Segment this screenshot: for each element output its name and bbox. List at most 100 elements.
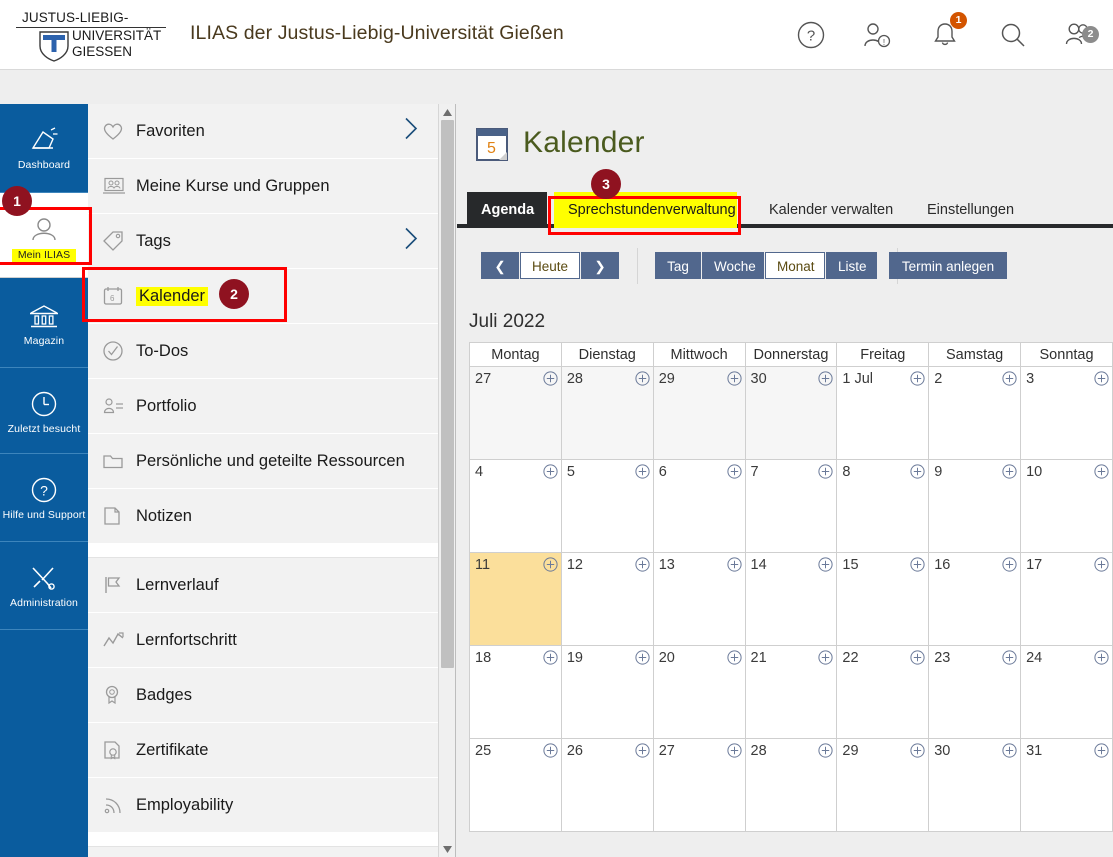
calendar-day-cell[interactable]: 10	[1020, 459, 1113, 553]
calendar-day-cell[interactable]: 1 Jul	[836, 366, 930, 460]
calendar-day-cell[interactable]: 28	[744, 738, 838, 832]
add-appointment-icon[interactable]	[1094, 464, 1109, 479]
add-appointment-icon[interactable]	[1002, 743, 1017, 758]
add-appointment-icon[interactable]	[1002, 371, 1017, 386]
add-appointment-icon[interactable]	[1002, 557, 1017, 572]
rail-item-dashboard[interactable]: Dashboard	[0, 104, 88, 193]
add-appointment-icon[interactable]	[910, 650, 925, 665]
add-appointment-icon[interactable]	[543, 650, 558, 665]
calendar-day-cell[interactable]: 25	[469, 738, 562, 832]
menu-item-kalender[interactable]: 6 Kalender	[88, 269, 455, 324]
menu-scrollbar[interactable]	[438, 104, 455, 857]
add-appointment-icon[interactable]	[726, 371, 742, 386]
calendar-day-cell[interactable]: 21	[744, 645, 838, 739]
calendar-day-cell[interactable]: 12	[560, 552, 654, 646]
add-appointment-icon[interactable]	[635, 371, 650, 386]
calendar-day-cell[interactable]: 2	[928, 366, 1022, 460]
add-appointment-icon[interactable]	[635, 464, 650, 479]
calendar-day-cell[interactable]: 15	[836, 552, 930, 646]
add-appointment-icon[interactable]	[543, 557, 558, 572]
calendar-day-cell[interactable]: 5	[560, 459, 654, 553]
tab-sprechstundenverwaltung[interactable]: Sprechstundenverwaltung	[554, 192, 737, 228]
add-appointment-icon[interactable]	[818, 650, 833, 665]
add-appointment-icon[interactable]	[1094, 650, 1109, 665]
rail-item-hilfe-und-support[interactable]: ? Hilfe und Support	[0, 454, 88, 542]
add-appointment-icon[interactable]	[1094, 371, 1109, 386]
add-appointment-icon[interactable]	[543, 464, 558, 479]
add-appointment-icon[interactable]	[635, 743, 650, 758]
tab-agenda[interactable]: Agenda	[467, 192, 547, 228]
contacts-icon[interactable]: 2	[1060, 14, 1102, 56]
view-liste-button[interactable]: Liste	[826, 252, 877, 279]
menu-item-employability[interactable]: Employability	[88, 778, 455, 833]
add-appointment-icon[interactable]	[726, 557, 742, 572]
add-appointment-icon[interactable]	[910, 371, 925, 386]
add-appointment-icon[interactable]	[1094, 743, 1109, 758]
rail-item-magazin[interactable]: Magazin	[0, 278, 88, 368]
calendar-day-cell[interactable]: 20	[652, 645, 746, 739]
add-appointment-icon[interactable]	[910, 464, 925, 479]
rail-item-administration[interactable]: Administration	[0, 542, 88, 630]
scroll-up-arrow[interactable]	[439, 104, 455, 120]
add-appointment-icon[interactable]	[1094, 557, 1109, 572]
search-icon[interactable]	[992, 14, 1034, 56]
add-appointment-icon[interactable]	[1002, 464, 1017, 479]
add-appointment-icon[interactable]	[543, 371, 558, 386]
add-appointment-icon[interactable]	[635, 650, 650, 665]
tab-kalender-verwalten[interactable]: Kalender verwalten	[769, 202, 894, 218]
menu-item-persoenliche-und-geteilte-ressourcen[interactable]: Persönliche und geteilte Ressourcen	[88, 434, 455, 489]
menu-item-badges[interactable]: Badges	[88, 668, 455, 723]
notifications-bell-icon[interactable]: 1	[924, 12, 967, 56]
next-period-button[interactable]: ❯	[581, 252, 619, 279]
create-appointment-button[interactable]: Termin anlegen	[889, 252, 1007, 279]
calendar-day-cell[interactable]: 8	[836, 459, 930, 553]
add-appointment-icon[interactable]	[726, 464, 742, 479]
add-appointment-icon[interactable]	[1002, 650, 1017, 665]
calendar-day-cell[interactable]: 6	[652, 459, 746, 553]
calendar-day-cell[interactable]: 28	[560, 366, 654, 460]
add-appointment-icon[interactable]	[726, 743, 742, 758]
calendar-day-cell[interactable]: 29	[652, 366, 746, 460]
user-info-icon[interactable]: !	[856, 14, 898, 56]
calendar-day-cell[interactable]: 27	[469, 366, 562, 460]
calendar-day-cell[interactable]: 30	[928, 738, 1022, 832]
add-appointment-icon[interactable]	[818, 371, 833, 386]
calendar-day-cell[interactable]: 29	[836, 738, 930, 832]
menu-item-tags[interactable]: Tags	[88, 214, 455, 269]
calendar-day-cell[interactable]: 19	[560, 645, 654, 739]
menu-item-favoriten[interactable]: Favoriten	[88, 104, 455, 159]
calendar-day-cell[interactable]: 16	[928, 552, 1022, 646]
today-button[interactable]: Heute	[520, 252, 580, 279]
rail-item-zuletzt-besucht[interactable]: Zuletzt besucht	[0, 368, 88, 454]
calendar-day-cell[interactable]: 13	[652, 552, 746, 646]
add-appointment-icon[interactable]	[726, 650, 742, 665]
prev-period-button[interactable]: ❮	[481, 252, 519, 279]
menu-item-zertifikate[interactable]: Zertifikate	[88, 723, 455, 778]
add-appointment-icon[interactable]	[818, 464, 833, 479]
menu-item-notizen[interactable]: Notizen	[88, 489, 455, 544]
calendar-day-cell[interactable]: 11	[469, 552, 562, 646]
calendar-day-cell[interactable]: 17	[1020, 552, 1113, 646]
calendar-day-cell[interactable]: 14	[744, 552, 838, 646]
calendar-day-cell[interactable]: 24	[1020, 645, 1113, 739]
scroll-down-arrow[interactable]	[439, 841, 455, 857]
menu-item-meine-kurse-und-gruppen[interactable]: Meine Kurse und Gruppen	[88, 159, 455, 214]
help-icon[interactable]: ?	[790, 14, 832, 56]
add-appointment-icon[interactable]	[910, 743, 925, 758]
view-woche-button[interactable]: Woche	[702, 252, 764, 279]
calendar-day-cell[interactable]: 7	[744, 459, 838, 553]
calendar-day-cell[interactable]: 27	[652, 738, 746, 832]
calendar-day-cell[interactable]: 22	[836, 645, 930, 739]
university-logo[interactable]: JUSTUS-LIEBIG- UNIVERSITÄT GIESSEN	[16, 8, 166, 62]
calendar-day-cell[interactable]: 3	[1020, 366, 1113, 460]
add-appointment-icon[interactable]	[543, 743, 558, 758]
calendar-day-cell[interactable]: 23	[928, 645, 1022, 739]
calendar-day-cell[interactable]: 9	[928, 459, 1022, 553]
calendar-day-cell[interactable]: 4	[469, 459, 562, 553]
add-appointment-icon[interactable]	[818, 557, 833, 572]
calendar-day-cell[interactable]: 26	[560, 738, 654, 832]
scrollbar-thumb[interactable]	[441, 120, 454, 668]
add-appointment-icon[interactable]	[818, 743, 833, 758]
add-appointment-icon[interactable]	[910, 557, 925, 572]
menu-item-lernfortschritt[interactable]: Lernfortschritt	[88, 613, 455, 668]
